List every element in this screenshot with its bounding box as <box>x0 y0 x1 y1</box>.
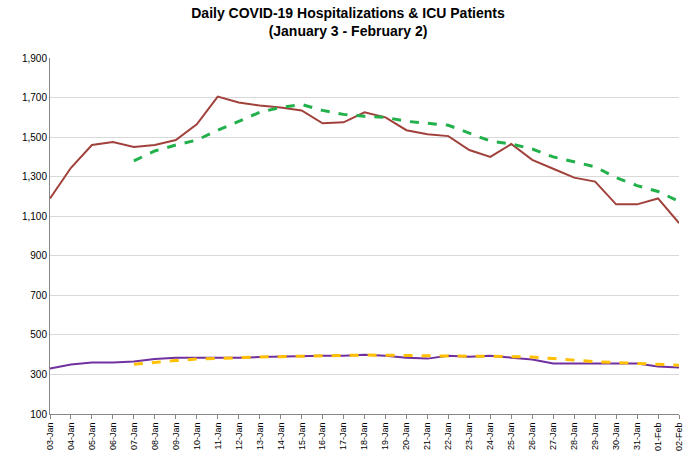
svg-text:700: 700 <box>30 290 47 301</box>
svg-text:15-Jan: 15-Jan <box>297 423 307 451</box>
svg-text:1,700: 1,700 <box>22 92 47 103</box>
svg-text:26-Jan: 26-Jan <box>527 423 537 451</box>
svg-text:08-Jan: 08-Jan <box>150 423 160 451</box>
svg-text:31-Jan: 31-Jan <box>632 423 642 451</box>
svg-text:500: 500 <box>30 329 47 340</box>
svg-text:1,900: 1,900 <box>22 53 47 64</box>
svg-text:12-Jan: 12-Jan <box>234 423 244 451</box>
svg-text:Daily COVID-19 Hospitalization: Daily COVID-19 Hospitalizations & ICU Pa… <box>191 5 505 39</box>
svg-text:1,100: 1,100 <box>22 211 47 222</box>
svg-text:11-Jan: 11-Jan <box>213 423 223 450</box>
svg-text:1,500: 1,500 <box>22 132 47 143</box>
svg-text:30-Jan: 30-Jan <box>611 423 621 451</box>
svg-text:300: 300 <box>30 369 47 380</box>
svg-text:06-Jan: 06-Jan <box>108 423 118 451</box>
svg-text:28-Jan: 28-Jan <box>569 423 579 451</box>
svg-text:03-Jan: 03-Jan <box>45 423 55 451</box>
svg-text:23-Jan: 23-Jan <box>464 423 474 451</box>
svg-text:24-Jan: 24-Jan <box>485 423 495 451</box>
svg-text:13-Jan: 13-Jan <box>255 423 265 451</box>
svg-text:900: 900 <box>30 250 47 261</box>
svg-text:09-Jan: 09-Jan <box>171 423 181 451</box>
svg-text:29-Jan: 29-Jan <box>590 423 600 451</box>
svg-text:05-Jan: 05-Jan <box>87 423 97 451</box>
svg-text:21-Jan: 21-Jan <box>422 423 432 451</box>
svg-text:20-Jan: 20-Jan <box>401 423 411 451</box>
svg-text:10-Jan: 10-Jan <box>192 423 202 451</box>
svg-text:100: 100 <box>30 409 47 420</box>
svg-text:04-Jan: 04-Jan <box>66 423 76 451</box>
svg-text:18-Jan: 18-Jan <box>359 423 369 451</box>
svg-text:14-Jan: 14-Jan <box>276 423 286 451</box>
svg-text:16-Jan: 16-Jan <box>317 423 327 451</box>
svg-text:22-Jan: 22-Jan <box>443 423 453 451</box>
svg-text:17-Jan: 17-Jan <box>338 423 348 451</box>
svg-text:07-Jan: 07-Jan <box>129 423 139 451</box>
svg-text:19-Jan: 19-Jan <box>380 423 390 451</box>
svg-text:01-Feb: 01-Feb <box>653 423 663 452</box>
svg-text:25-Jan: 25-Jan <box>506 423 516 451</box>
svg-text:27-Jan: 27-Jan <box>548 423 558 451</box>
svg-text:1,300: 1,300 <box>22 171 47 182</box>
svg-text:02-Feb: 02-Feb <box>674 423 684 452</box>
